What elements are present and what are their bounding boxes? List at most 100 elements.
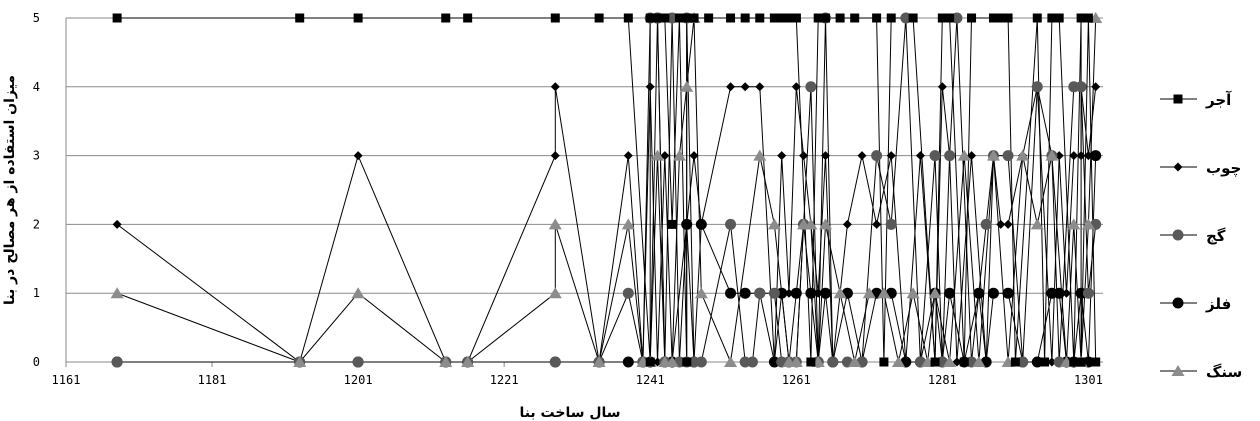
data-point <box>862 287 876 299</box>
data-point <box>746 356 758 368</box>
data-point <box>1082 287 1094 299</box>
data-point <box>988 13 998 23</box>
data-point <box>929 150 941 162</box>
y-tick-label: 3 <box>33 149 40 163</box>
data-point <box>726 82 736 92</box>
data-point <box>819 287 831 299</box>
data-point <box>1002 150 1014 162</box>
data-point <box>740 82 750 92</box>
data-point <box>767 218 781 230</box>
data-point <box>850 13 860 23</box>
data-point <box>622 356 634 368</box>
data-point <box>739 287 751 299</box>
legend-marker <box>1171 365 1185 376</box>
data-point <box>725 218 737 230</box>
data-point <box>952 357 962 367</box>
data-point <box>833 287 847 299</box>
x-tick-label: 1161 <box>52 373 81 387</box>
data-point <box>986 149 1000 161</box>
data-point <box>842 219 852 229</box>
x-axis-title: سال ساخت بنا <box>519 405 620 421</box>
data-point <box>295 13 305 23</box>
data-series <box>110 12 1103 368</box>
y-tick-label: 2 <box>33 217 40 231</box>
data-point <box>651 149 665 161</box>
x-tick-label: 1241 <box>636 373 665 387</box>
data-point <box>110 287 124 299</box>
legend-item-4: سنگ <box>1160 363 1242 381</box>
data-point <box>548 218 562 230</box>
data-point <box>1090 150 1102 162</box>
data-point <box>805 287 817 299</box>
data-point <box>674 13 684 23</box>
y-axis-title: میزان استفاده از هر مصالح در بنا <box>2 75 18 305</box>
data-point <box>790 287 802 299</box>
data-point <box>885 218 897 230</box>
data-point <box>908 13 918 23</box>
data-point <box>813 13 823 23</box>
data-point <box>622 287 634 299</box>
x-tick-label: 1281 <box>928 373 957 387</box>
data-point <box>1030 218 1044 230</box>
data-point <box>1016 149 1030 161</box>
data-point <box>857 151 867 161</box>
data-point <box>777 151 787 161</box>
data-point <box>112 13 122 23</box>
data-point <box>1083 151 1093 161</box>
y-tick-label: 4 <box>33 80 40 94</box>
data-point <box>980 218 992 230</box>
data-point <box>1054 13 1064 23</box>
data-point <box>550 82 560 92</box>
data-point <box>937 82 947 92</box>
data-point <box>645 82 655 92</box>
y-tick-label: 1 <box>33 286 40 300</box>
data-point <box>463 13 473 23</box>
data-point <box>1069 357 1079 367</box>
data-point <box>973 287 985 299</box>
data-point <box>682 357 692 367</box>
data-point <box>293 356 307 367</box>
data-point <box>695 218 707 230</box>
data-point <box>967 13 977 23</box>
data-point <box>1091 357 1101 367</box>
data-point <box>820 151 830 161</box>
data-point <box>892 356 906 367</box>
data-point <box>806 357 816 367</box>
data-point <box>352 356 364 368</box>
x-tick-label: 1201 <box>344 373 373 387</box>
data-point <box>799 151 809 161</box>
data-point <box>1040 357 1050 367</box>
data-point <box>112 219 122 229</box>
data-point <box>755 13 765 23</box>
legend-item-2: گج <box>1160 227 1226 245</box>
legend-label: آجر <box>1205 91 1232 109</box>
data-point <box>900 12 912 24</box>
data-point <box>1010 357 1020 367</box>
data-point <box>827 356 839 368</box>
data-point <box>682 13 692 23</box>
data-point <box>1091 82 1101 92</box>
data-point <box>813 288 823 298</box>
legend: آجر چوب گج فلز سنگ <box>1160 91 1242 381</box>
data-point <box>871 150 883 162</box>
data-point <box>987 287 999 299</box>
data-point <box>1031 356 1043 368</box>
data-point <box>645 13 655 23</box>
data-point <box>680 80 694 92</box>
legend-item-1: چوب <box>1160 159 1241 178</box>
data-point <box>548 287 562 299</box>
data-point <box>967 151 977 161</box>
data-point <box>704 13 714 23</box>
data-point <box>957 149 971 161</box>
legend-label: فلز <box>1205 295 1231 313</box>
data-point <box>1047 13 1057 23</box>
data-point <box>623 151 633 161</box>
data-point <box>804 218 818 230</box>
legend-label: گج <box>1206 227 1226 245</box>
data-point <box>943 356 957 367</box>
data-point <box>740 13 750 23</box>
series-0 <box>117 17 1097 363</box>
data-point <box>886 13 896 23</box>
data-point <box>1076 151 1086 161</box>
data-point <box>550 151 560 161</box>
